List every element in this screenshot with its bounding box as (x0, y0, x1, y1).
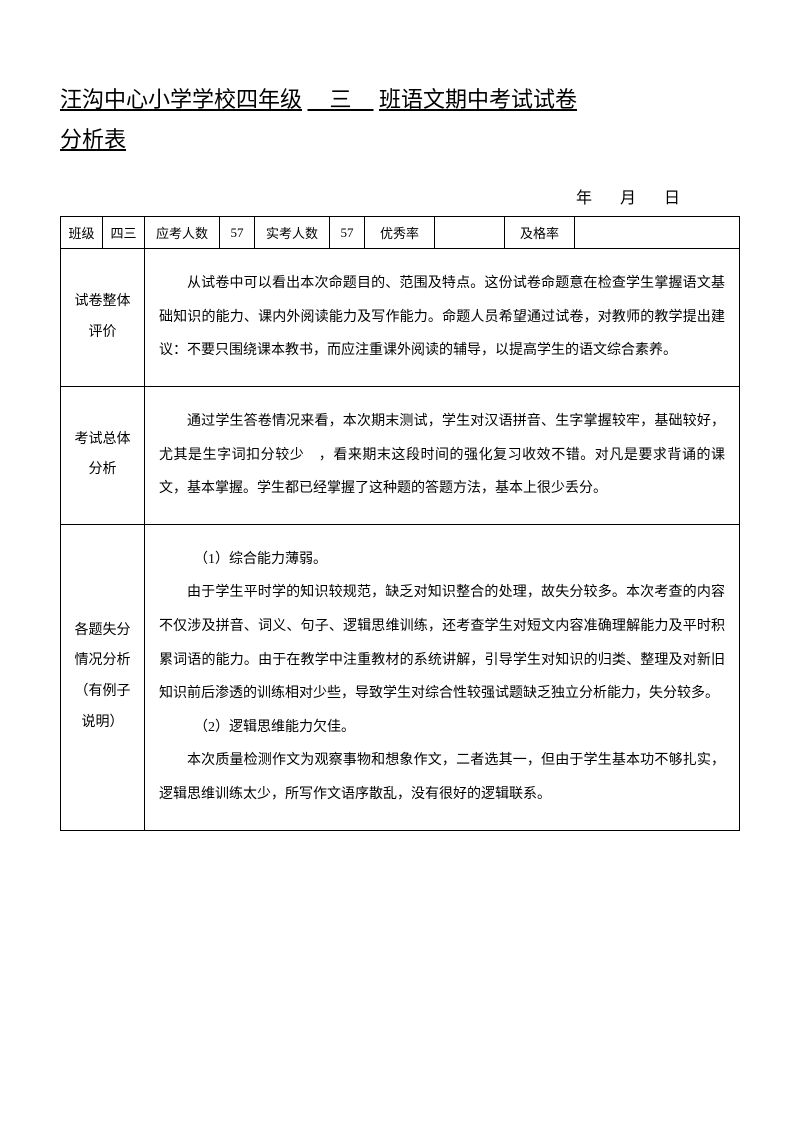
exam-analysis-content: 通过学生答卷情况来看，本次期末测试，学生对汉语拼音、生字掌握较牢，基础较好，尤其… (145, 386, 740, 524)
excellent-rate-value-cell (435, 217, 505, 249)
exam-analysis-text: 通过学生答卷情况来看，本次期末测试，学生对汉语拼音、生字掌握较牢，基础较好，尤其… (159, 405, 725, 506)
question-loss-p1: （1）综合能力薄弱。 (159, 543, 725, 577)
title-line2-text: 分析表 (60, 127, 126, 152)
month-label: 月 (620, 190, 636, 207)
question-loss-p3: （2）逻辑思维能力欠佳。 (159, 711, 725, 745)
overall-eval-content: 从试卷中可以看出本次命题目的、范围及特点。这份试卷命题意在检查学生掌握语文基础知… (145, 249, 740, 387)
pass-rate-value-cell (575, 217, 740, 249)
question-loss-p4: 本次质量检测作文为观察事物和想象作文，二者选其一，但由于学生基本功不够扎实，逻辑… (159, 744, 725, 811)
title-suffix1: 班语文期中考试试卷 (379, 87, 577, 112)
should-exam-value-cell: 57 (220, 217, 255, 249)
analysis-table: 班级 四三 应考人数 57 实考人数 57 优秀率 及格率 试卷整体评价 从试卷… (60, 216, 740, 830)
year-label: 年 (576, 190, 592, 207)
overall-eval-text: 从试卷中可以看出本次命题目的、范围及特点。这份试卷命题意在检查学生掌握语文基础知… (159, 267, 725, 368)
title-school: 汪沟中心小学学校四年级 (60, 87, 302, 112)
document-title-line2: 分析表 (60, 120, 740, 160)
pass-rate-label-cell: 及格率 (505, 217, 575, 249)
question-loss-label: 各题失分情况分析（有例子说明） (61, 524, 145, 830)
should-exam-label-cell: 应考人数 (145, 217, 220, 249)
actual-exam-value-cell: 57 (330, 217, 365, 249)
overall-eval-row: 试卷整体评价 从试卷中可以看出本次命题目的、范围及特点。这份试卷命题意在检查学生… (61, 249, 740, 387)
overall-eval-label: 试卷整体评价 (61, 249, 145, 387)
excellent-rate-label-cell: 优秀率 (365, 217, 435, 249)
question-loss-content: （1）综合能力薄弱。 由于学生平时学的知识较规范，缺乏对知识整合的处理，故失分较… (145, 524, 740, 830)
actual-exam-label-cell: 实考人数 (255, 217, 330, 249)
question-loss-row: 各题失分情况分析（有例子说明） （1）综合能力薄弱。 由于学生平时学的知识较规范… (61, 524, 740, 830)
class-value-cell: 四三 (103, 217, 145, 249)
date-line: 年 月 日 (60, 184, 740, 208)
document-title-line1: 汪沟中心小学学校四年级 三 班语文期中考试试卷 (60, 80, 740, 120)
table-header-row: 班级 四三 应考人数 57 实考人数 57 优秀率 及格率 (61, 217, 740, 249)
exam-analysis-label: 考试总体分析 (61, 386, 145, 524)
question-loss-p2: 由于学生平时学的知识较规范，缺乏对知识整合的处理，故失分较多。本次考查的内容不仅… (159, 576, 725, 710)
class-label-cell: 班级 (61, 217, 103, 249)
title-class-blank: 三 (308, 80, 374, 120)
exam-analysis-row: 考试总体分析 通过学生答卷情况来看，本次期末测试，学生对汉语拼音、生字掌握较牢，… (61, 386, 740, 524)
day-label: 日 (664, 190, 680, 207)
